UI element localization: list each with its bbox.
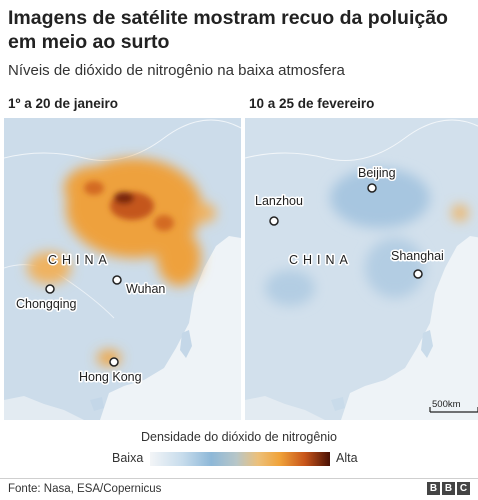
page-subtitle: Níveis de dióxido de nitrogênio na baixa…	[8, 62, 345, 79]
city-marker-hong-kong	[109, 357, 119, 367]
city-marker-beijing	[367, 183, 377, 193]
source-text: Fonte: Nasa, ESA/Copernicus	[8, 483, 162, 495]
legend-color-bar	[150, 452, 330, 466]
panel-label-february: 10 a 25 de fevereiro	[249, 96, 375, 111]
page-title: Imagens de satélite mostram recuo da pol…	[8, 7, 448, 53]
map-january: CHINA Chongqing Wuhan Hong Kong	[4, 118, 241, 420]
island-shape	[180, 330, 192, 358]
city-marker-lanzhou	[269, 216, 279, 226]
country-label-china: CHINA	[48, 253, 112, 267]
city-marker-chongqing	[45, 284, 55, 294]
legend-title: Densidade do dióxido de nitrogênio	[141, 430, 337, 444]
legend-low-label: Baixa	[112, 451, 144, 465]
panel-label-january: 1º a 20 de janeiro	[8, 96, 118, 111]
city-label-beijing: Beijing	[358, 166, 396, 180]
city-marker-wuhan	[112, 275, 122, 285]
city-label-chongqing: Chongqing	[16, 297, 77, 311]
map-february: CHINA Lanzhou Beijing Shanghai 500km	[245, 118, 478, 420]
scale-bar: 500km	[429, 399, 478, 413]
country-label-china: CHINA	[289, 253, 353, 267]
legend-high-label: Alta	[336, 451, 358, 465]
city-label-shanghai: Shanghai	[391, 249, 444, 263]
city-label-lanzhou: Lanzhou	[255, 194, 303, 208]
city-label-wuhan: Wuhan	[126, 282, 165, 296]
scale-label: 500km	[432, 399, 461, 410]
city-label-hong-kong: Hong Kong	[79, 370, 142, 384]
footer-divider	[0, 478, 478, 479]
city-marker-shanghai	[413, 269, 423, 279]
